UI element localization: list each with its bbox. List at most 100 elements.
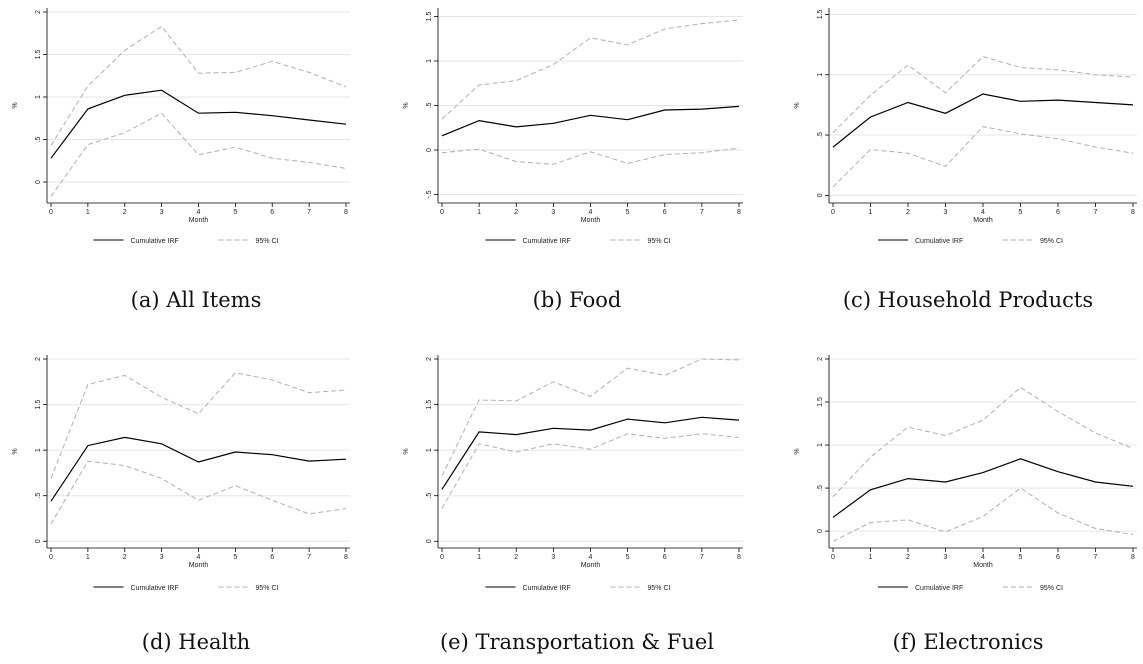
x-tick-label: 6 [663,554,667,561]
x-tick-label: 2 [123,209,127,216]
panel-2: 0 .5 1 1.5 0 1 2 3 4 5 6 7 8 Month% Cumulative IRF 95% … [794,8,1137,245]
caption-transportation-fuel: (e) Transportation & Fuel [439,630,715,654]
y-tick-label: 1.5 [426,11,433,21]
y-tick-label: .5 [817,485,824,491]
x-tick-label: 1 [869,209,873,216]
y-tick-label: 1 [426,59,433,63]
legend-ci-label: 95% CI [256,585,279,592]
x-tick-label: 5 [233,554,237,561]
y-tick-label: 2 [35,10,42,14]
y-tick-label: .5 [426,102,433,108]
y-tick-label: 1.5 [426,400,433,410]
ci-upper-line [50,25,347,146]
x-tick-label: 4 [981,209,985,216]
x-tick-label: 4 [197,209,201,216]
irf-series-line [441,416,740,490]
caption-health: (d) Health [141,630,251,654]
x-tick-label: 7 [700,554,704,561]
panel-4: 0 .5 1 1.5 2 0 1 2 3 4 5 6 7 8 Month% Cumulative IRF 95%… [403,355,743,592]
x-axis-label: Month [189,217,209,224]
x-tick-label: 7 [307,554,311,561]
legend-ci-label: 95% CI [1040,585,1063,592]
panel-3: 0 .5 1 1.5 2 0 1 2 3 4 5 6 7 8 Month% Cumulative IRF 95%… [12,355,350,592]
irf-series-line [50,436,347,502]
y-axis-label: % [12,102,19,108]
y-tick-label: .5 [426,493,433,499]
legend-irf-label: Cumulative IRF [131,238,179,245]
x-tick-label: 0 [831,554,835,561]
x-tick-label: 2 [906,554,910,561]
legend-irf-label: Cumulative IRF [131,585,179,592]
x-tick-label: 2 [123,554,127,561]
y-tick-label: .5 [817,132,824,138]
ci-lower-line [50,112,347,197]
legend-irf-label: Cumulative IRF [523,238,571,245]
y-axis-label: % [403,448,410,454]
x-tick-label: 7 [700,209,704,216]
caption-electronics: (f) Electronics [892,630,1044,654]
y-tick-label: 1 [817,443,824,447]
x-tick-label: 8 [737,554,741,561]
x-tick-label: 6 [270,209,274,216]
x-tick-label: 3 [944,209,948,216]
caption-food: (b) Food [532,288,622,312]
y-tick-label: 1 [426,448,433,452]
ci-upper-line [832,386,1134,498]
y-tick-label: 1 [35,448,42,452]
legend-ci-label: 95% CI [256,238,279,245]
x-tick-label: 5 [233,209,237,216]
ci-lower-line [832,487,1134,542]
legend-ci-label: 95% CI [648,238,671,245]
x-tick-label: 0 [440,209,444,216]
y-axis-label: % [12,448,19,454]
y-tick-label: 0 [426,148,433,152]
x-tick-label: 2 [906,209,910,216]
ci-upper-line [441,19,740,120]
y-tick-label: 0 [817,529,824,533]
irf-series-line [50,89,347,159]
y-tick-label: 1.5 [35,400,42,410]
x-tick-label: 0 [49,209,53,216]
legend-ci-label: 95% CI [648,585,671,592]
caption-all-items: (a) All Items [130,288,262,312]
y-tick-label: 2 [817,357,824,361]
y-tick-label: .5 [35,136,42,142]
legend-irf-label: Cumulative IRF [915,238,963,245]
x-tick-label: 0 [831,209,835,216]
x-tick-label: 0 [49,554,53,561]
y-tick-label: 2 [426,357,433,361]
x-tick-label: 8 [1131,554,1135,561]
x-tick-label: 1 [477,209,481,216]
ci-upper-line [50,372,347,479]
x-tick-label: 8 [344,209,348,216]
ci-lower-line [50,460,347,525]
y-axis-label: % [403,102,410,108]
ci-upper-line [832,56,1134,133]
y-tick-label: 1.5 [817,397,824,407]
x-tick-label: 5 [626,209,630,216]
x-tick-label: 3 [160,554,164,561]
irf-series-line [441,105,740,137]
x-tick-label: 7 [1094,209,1098,216]
panel-1: -.5 0 .5 1 1.5 0 1 2 3 4 5 6 7 8 Month% Cumulative IRF 9… [403,8,743,245]
irf-series-line [832,458,1134,518]
x-tick-label: 4 [589,209,593,216]
x-tick-label: 6 [1056,209,1060,216]
x-tick-label: 5 [1019,554,1023,561]
x-tick-label: 3 [160,209,164,216]
legend-ci-label: 95% CI [1040,238,1063,245]
irf-series-line [832,93,1134,148]
y-tick-label: 1.5 [35,50,42,60]
legend-irf-label: Cumulative IRF [523,585,571,592]
x-tick-label: 8 [737,209,741,216]
x-tick-label: 7 [307,209,311,216]
y-tick-label: 1.5 [817,9,824,19]
x-tick-label: 7 [1094,554,1098,561]
x-axis-label: Month [973,217,993,224]
x-tick-label: 1 [869,554,873,561]
x-axis-label: Month [189,562,209,569]
y-axis-label: % [794,448,801,454]
x-tick-label: 3 [551,554,555,561]
panel-5: 0 .5 1 1.5 2 0 1 2 3 4 5 6 7 8 Month% Cumulative IRF 95%… [794,355,1137,592]
y-tick-label: 1 [35,95,42,99]
